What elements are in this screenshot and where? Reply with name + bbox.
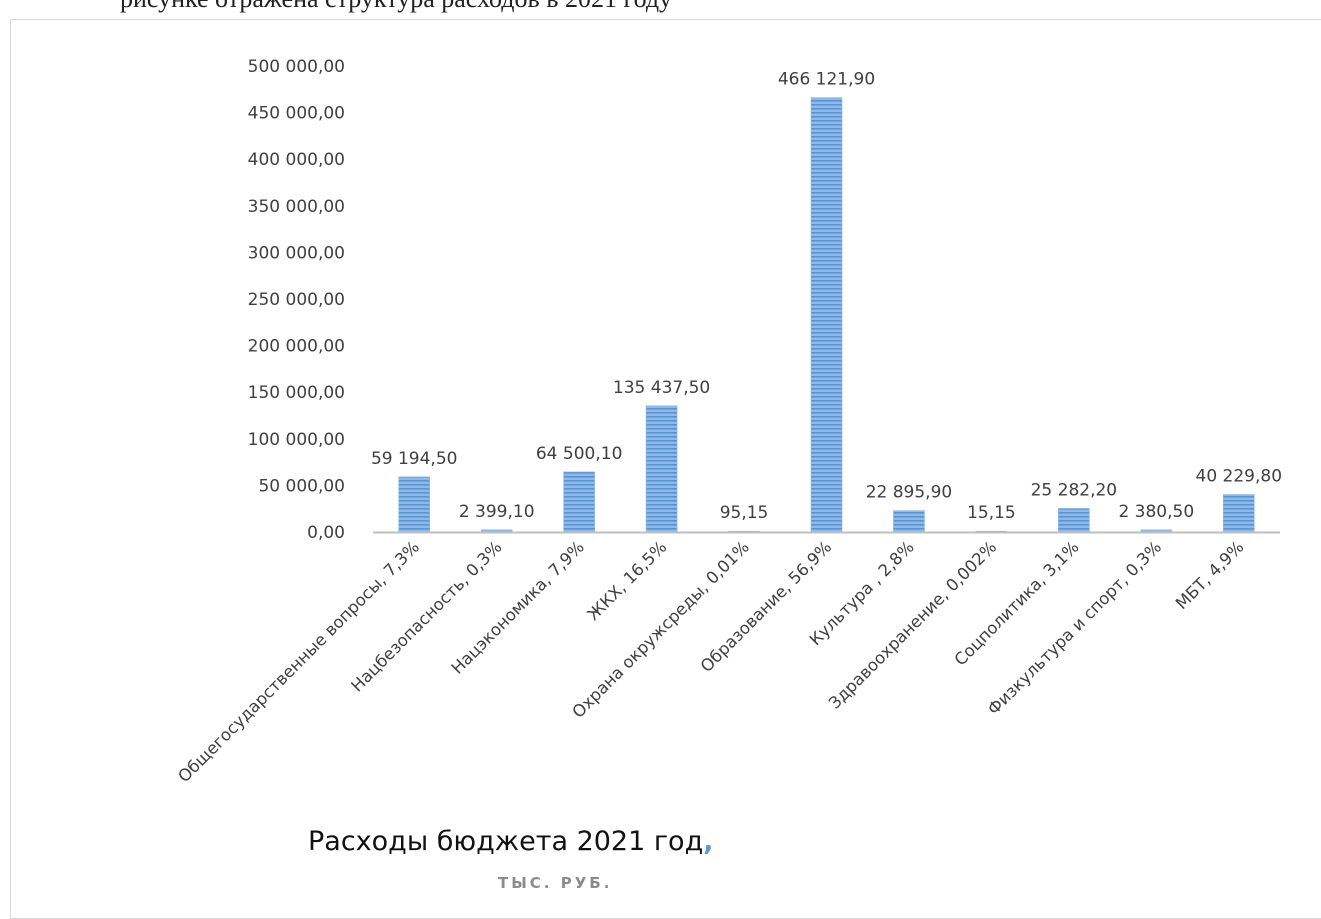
y-tick-label: 100 000,00 xyxy=(248,430,345,450)
data-label: 64 500,10 xyxy=(536,444,623,464)
chart-subtitle: ТЫС. РУБ. xyxy=(498,874,613,892)
y-tick-label: 200 000,00 xyxy=(248,337,345,357)
category-label: Физкультура и спорт, 0,3% xyxy=(984,537,1165,718)
y-tick-label: 350 000,00 xyxy=(248,197,345,217)
data-label: 135 437,50 xyxy=(613,378,710,398)
y-tick-label: 0,00 xyxy=(307,523,345,543)
data-label: 40 229,80 xyxy=(1196,467,1283,487)
y-tick-label: 300 000,00 xyxy=(248,243,345,263)
y-tick-label: 150 000,00 xyxy=(248,383,345,403)
y-axis-ticks: 0,00 50 000,00 100 000,00 150 000,00 200 000… xyxy=(248,57,345,543)
data-label: 2 380,50 xyxy=(1118,502,1194,522)
data-labels: 59 194,50 2 399,10 64 500,10 135 437,50 95,1… xyxy=(371,70,1282,524)
data-label: 25 282,20 xyxy=(1031,480,1118,500)
y-tick-label: 450 000,00 xyxy=(248,104,345,124)
bar xyxy=(810,97,843,533)
category-label: Здравоохранение, 0,002% xyxy=(825,537,1000,712)
page-header-text: рисунке отражена структура расходов в 20… xyxy=(120,0,672,14)
y-tick-label: 50 000,00 xyxy=(258,476,345,496)
bar-chart: 0,00 50 000,00 100 000,00 150 000,00 200 000… xyxy=(174,57,1282,786)
bar xyxy=(1222,494,1255,533)
chart-title-comma: , xyxy=(703,826,714,857)
data-label: 59 194,50 xyxy=(371,449,458,469)
data-label: 22 895,90 xyxy=(866,483,953,503)
bar xyxy=(893,510,925,533)
category-label: Охрана окружсреды, 0,01% xyxy=(569,537,753,721)
category-labels: Общегосударственные вопросы, 7,3%Нацбезо… xyxy=(174,537,1247,786)
data-label: 15,15 xyxy=(967,503,1016,523)
bar xyxy=(563,471,595,533)
data-label: 95,15 xyxy=(720,503,769,523)
data-label: 466 121,90 xyxy=(778,70,875,90)
bar xyxy=(1058,508,1090,533)
y-tick-label: 400 000,00 xyxy=(248,150,345,170)
category-label: Нацбезопасность, 0,3% xyxy=(347,537,505,695)
y-tick-label: 250 000,00 xyxy=(248,290,345,310)
bars xyxy=(398,97,1255,533)
category-label: Нацэкономика, 7,9% xyxy=(448,537,588,677)
category-label: ЖКХ, 16,5% xyxy=(584,537,671,624)
category-label: МБТ, 4,9% xyxy=(1172,537,1248,613)
y-tick-label: 500 000,00 xyxy=(248,57,345,77)
chart-title: Расходы бюджета 2021 год, xyxy=(308,826,714,857)
bar xyxy=(398,476,431,533)
bar xyxy=(645,405,678,533)
data-label: 2 399,10 xyxy=(459,502,535,522)
